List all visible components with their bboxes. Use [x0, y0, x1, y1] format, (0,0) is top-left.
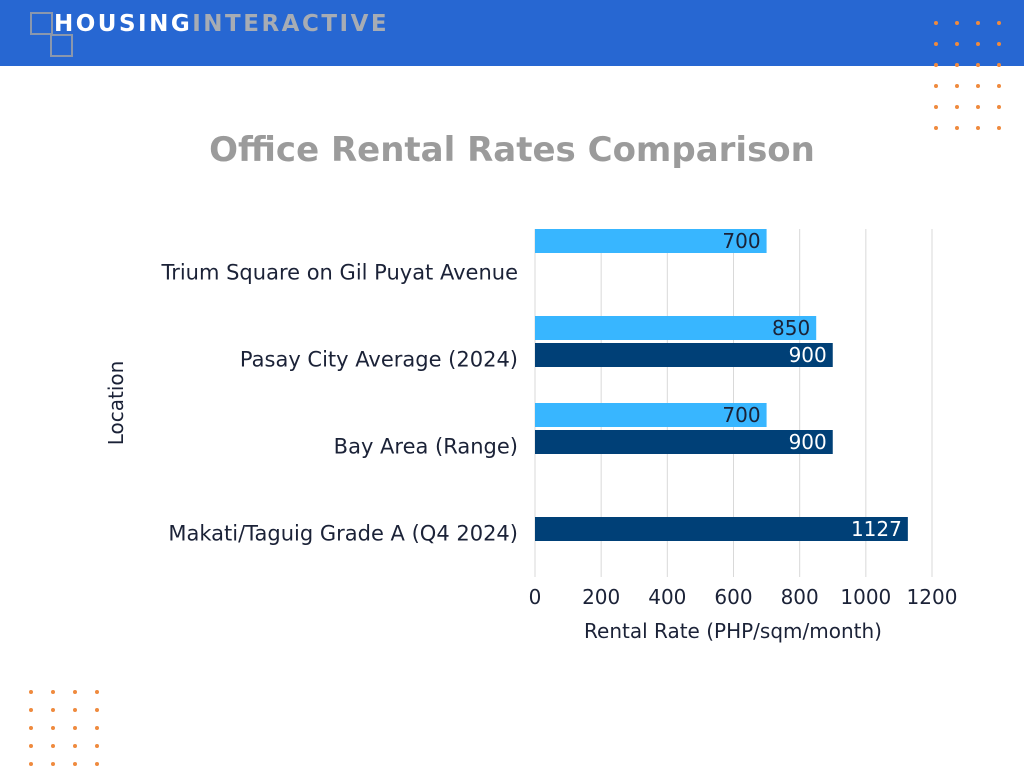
- bar: [535, 403, 767, 427]
- brand-secondary: INTERACTIVE: [192, 11, 390, 37]
- x-tick-label: 1000: [840, 585, 891, 609]
- bar: [535, 229, 767, 253]
- category-label: Bay Area (Range): [334, 435, 518, 459]
- x-tick-label: 200: [582, 585, 620, 609]
- logo-square-top: [30, 12, 53, 35]
- housing-interactive-logo[interactable]: HOUSINGINTERACTIVE: [30, 11, 390, 60]
- bar-value-label: 700: [722, 403, 760, 427]
- bar: [535, 517, 908, 541]
- bar-value-label: 900: [789, 430, 827, 454]
- labels: 0 200 400 600 800 1000 1200 Trium Square on Gil…: [160, 229, 957, 609]
- category-label: Pasay City Average (2024): [240, 348, 518, 372]
- x-tick-label: 1200: [907, 585, 958, 609]
- bar: [535, 316, 817, 340]
- category-label: Trium Square on Gil Puyat Avenue: [160, 261, 518, 285]
- decorative-dots-top-right: [934, 21, 1001, 130]
- bar: [535, 343, 833, 367]
- x-tick-label: 600: [714, 585, 752, 609]
- bar-value-label: 900: [789, 343, 827, 367]
- brand-wordmark: HOUSINGINTERACTIVE: [54, 11, 389, 37]
- bar-value-label: 850: [772, 316, 810, 340]
- x-tick-label: 0: [529, 585, 542, 609]
- bar-value-label: 700: [722, 229, 760, 253]
- decorative-dots-bottom-left: [29, 690, 99, 766]
- logo-square-bottom: [50, 34, 73, 57]
- x-axis-title: Rental Rate (PHP/sqm/month): [584, 619, 882, 643]
- x-tick-label: 400: [648, 585, 686, 609]
- header-bar: HOUSINGINTERACTIVE: [0, 0, 1024, 66]
- y-axis-title: Location: [104, 361, 128, 446]
- bar: [535, 430, 833, 454]
- bars: [535, 229, 908, 541]
- bar-value-label: 1127: [851, 517, 902, 541]
- category-label: Makati/Taguig Grade A (Q4 2024): [168, 522, 518, 546]
- chart-title: Office Rental Rates Comparison: [209, 130, 815, 170]
- brand-primary: HOUSING: [54, 11, 193, 37]
- x-tick-label: 800: [781, 585, 819, 609]
